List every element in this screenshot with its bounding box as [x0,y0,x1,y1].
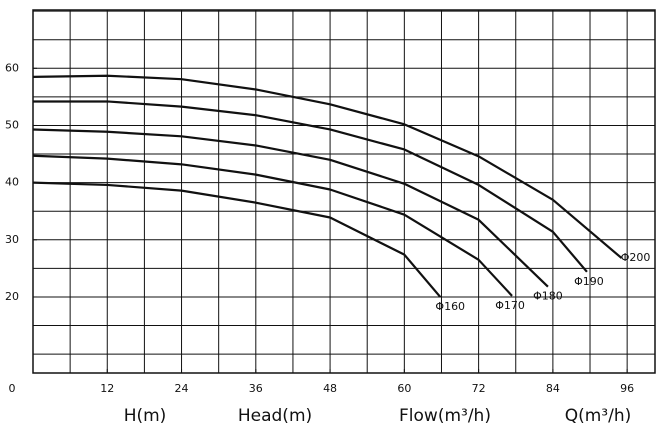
curve [32,154,513,297]
y-tick-label: 60 [5,61,19,74]
curve [32,181,442,298]
curve [32,74,623,259]
legend-label: Φ170 [495,299,525,312]
curve [33,100,588,273]
legend-label: Φ190 [574,275,604,288]
y-tick-label: 40 [5,176,19,189]
x-tick-label: 72 [472,382,486,395]
axis-label: Flow(m³/h) [399,406,491,426]
x-tick-label: 84 [546,382,560,395]
axis-label: H(m) [124,406,167,426]
x-tick-label: 96 [620,382,634,395]
x-tick-label: 36 [249,382,263,395]
axis-label: Q(m³/h) [565,406,632,426]
legend-label: Φ200 [621,251,651,264]
x-tick-label: 48 [323,382,337,395]
plot-frame [32,9,656,374]
axis-label: Head(m) [238,406,312,426]
x-tick-label: 12 [100,382,114,395]
y-tick-label: 50 [5,118,19,131]
y-tick-label: 30 [5,233,19,246]
legend-label: Φ160 [435,300,465,313]
x-tick-label: 60 [397,382,411,395]
legend-label: Φ180 [533,290,563,303]
curve [32,128,549,288]
origin-label: 0 [9,382,16,395]
y-tick-label: 20 [5,290,19,303]
x-tick-label: 24 [175,382,189,395]
